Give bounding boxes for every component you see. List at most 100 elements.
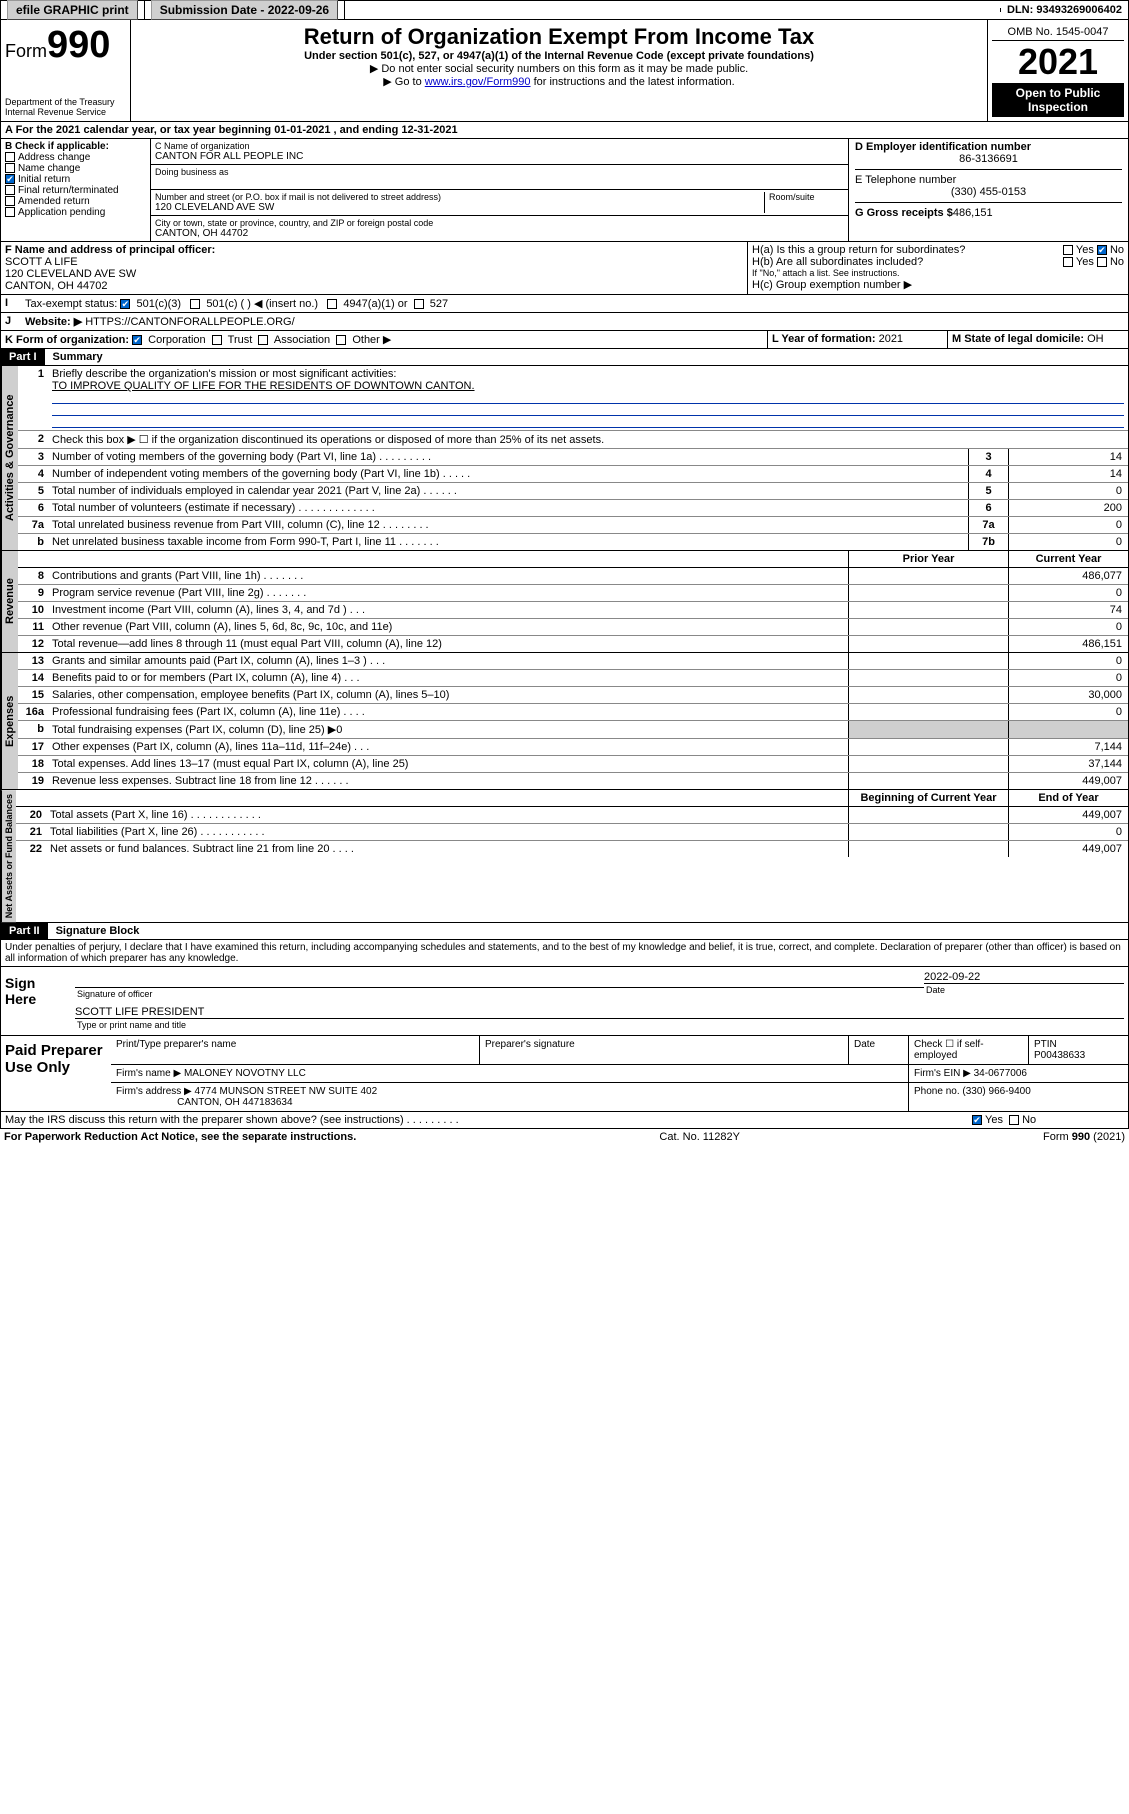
type-label: Type or print name and title bbox=[75, 1018, 1124, 1031]
chk-501c[interactable] bbox=[190, 299, 200, 309]
website: HTTPS://CANTONFORALLPEOPLE.ORG/ bbox=[85, 316, 294, 328]
hb-label: H(b) Are all subordinates included? bbox=[752, 256, 923, 268]
chk-initial[interactable]: ✔ bbox=[5, 174, 15, 184]
summary-line: 9Program service revenue (Part VIII, lin… bbox=[18, 585, 1128, 602]
chk-app[interactable] bbox=[5, 207, 15, 217]
hc-label: H(c) Group exemption number ▶ bbox=[752, 278, 1124, 291]
footer: For Paperwork Reduction Act Notice, see … bbox=[0, 1129, 1129, 1145]
discuss-no[interactable] bbox=[1009, 1115, 1019, 1125]
row-j: J Website: ▶ HTTPS://CANTONFORALLPEOPLE.… bbox=[0, 313, 1129, 331]
hb-no[interactable] bbox=[1097, 257, 1107, 267]
row-klm: K Form of organization: ✔ Corporation Tr… bbox=[0, 331, 1129, 349]
org-address: 120 CLEVELAND AVE SW bbox=[155, 202, 764, 213]
summary-line: 21Total liabilities (Part X, line 26) . … bbox=[16, 824, 1128, 841]
firm-addr1: 4774 MUNSON STREET NW SUITE 402 bbox=[195, 1086, 378, 1097]
summary-line: 8Contributions and grants (Part VIII, li… bbox=[18, 568, 1128, 585]
declaration: Under penalties of perjury, I declare th… bbox=[0, 940, 1129, 967]
chk-527[interactable] bbox=[414, 299, 424, 309]
summary-line: 12Total revenue—add lines 8 through 11 (… bbox=[18, 636, 1128, 652]
paperwork-notice: For Paperwork Reduction Act Notice, see … bbox=[4, 1131, 356, 1143]
firm-ein: 34-0677006 bbox=[974, 1068, 1027, 1079]
addr-label: Number and street (or P.O. box if mail i… bbox=[155, 192, 764, 202]
chk-trust[interactable] bbox=[212, 335, 222, 345]
mission: TO IMPROVE QUALITY OF LIFE FOR THE RESID… bbox=[52, 380, 1124, 392]
firm-name: MALONEY NOVOTNY LLC bbox=[184, 1068, 306, 1079]
summary-line: 20Total assets (Part X, line 16) . . . .… bbox=[16, 807, 1128, 824]
ha-yes[interactable] bbox=[1063, 245, 1073, 255]
chk-4947[interactable] bbox=[327, 299, 337, 309]
telephone: (330) 455-0153 bbox=[855, 186, 1122, 198]
instructions-link[interactable]: www.irs.gov/Form990 bbox=[425, 76, 531, 88]
dba-label: Doing business as bbox=[155, 167, 844, 177]
summary-line: 13Grants and similar amounts paid (Part … bbox=[18, 653, 1128, 670]
subtitle-2: ▶ Do not enter social security numbers o… bbox=[139, 62, 979, 75]
summary-line: 6Total number of volunteers (estimate if… bbox=[18, 500, 1128, 517]
form-number: 990 bbox=[47, 24, 110, 66]
sig-date: 2022-09-22 bbox=[924, 971, 1124, 983]
discuss-row: May the IRS discuss this return with the… bbox=[0, 1112, 1129, 1129]
summary-line: 7aTotal unrelated business revenue from … bbox=[18, 517, 1128, 534]
summary-line: 3Number of voting members of the governi… bbox=[18, 449, 1128, 466]
efile-button[interactable]: efile GRAPHIC print bbox=[7, 0, 138, 20]
tab-expenses: Expenses bbox=[1, 653, 18, 789]
summary-line: 18Total expenses. Add lines 13–17 (must … bbox=[18, 756, 1128, 773]
date-label: Date bbox=[924, 983, 1124, 996]
dept: Department of the Treasury bbox=[5, 97, 126, 107]
chk-addr[interactable] bbox=[5, 152, 15, 162]
hb-yes[interactable] bbox=[1063, 257, 1073, 267]
sign-here-block: Sign Here Signature of officer 2022-09-2… bbox=[0, 967, 1129, 1036]
irs: Internal Revenue Service bbox=[5, 107, 126, 117]
chk-final[interactable] bbox=[5, 185, 15, 195]
activities-block: Activities & Governance 1 Briefly descri… bbox=[0, 366, 1129, 551]
chk-other[interactable] bbox=[336, 335, 346, 345]
org-name-label: C Name of organization bbox=[155, 141, 844, 151]
ha-no[interactable]: ✔ bbox=[1097, 245, 1107, 255]
summary-line: 11Other revenue (Part VIII, column (A), … bbox=[18, 619, 1128, 636]
summary-line: bNet unrelated business taxable income f… bbox=[18, 534, 1128, 550]
subtitle-1: Under section 501(c), 527, or 4947(a)(1)… bbox=[139, 50, 979, 62]
summary-line: 15Salaries, other compensation, employee… bbox=[18, 687, 1128, 704]
summary-line: 5Total number of individuals employed in… bbox=[18, 483, 1128, 500]
chk-corp[interactable]: ✔ bbox=[132, 335, 142, 345]
hb-note: If "No," attach a list. See instructions… bbox=[752, 268, 1124, 278]
topbar: efile GRAPHIC print Submission Date - 20… bbox=[0, 0, 1129, 20]
summary-line: 14Benefits paid to or for members (Part … bbox=[18, 670, 1128, 687]
chk-501c3[interactable]: ✔ bbox=[120, 299, 130, 309]
officer-name: SCOTT A LIFE bbox=[5, 256, 743, 268]
row-i: I Tax-exempt status: ✔ 501(c)(3) 501(c) … bbox=[0, 295, 1129, 313]
form-header: Form990 Department of the Treasury Inter… bbox=[0, 20, 1129, 122]
domicile: OH bbox=[1087, 333, 1104, 345]
discuss-yes[interactable]: ✔ bbox=[972, 1115, 982, 1125]
sig-officer-label: Signature of officer bbox=[75, 987, 924, 1000]
paid-preparer-block: Paid Preparer Use Only Print/Type prepar… bbox=[0, 1036, 1129, 1112]
chk-amended[interactable] bbox=[5, 196, 15, 206]
tel-label: E Telephone number bbox=[855, 174, 1122, 186]
gross-label: G Gross receipts $ bbox=[855, 207, 953, 219]
dln: DLN: 93493269006402 bbox=[1001, 2, 1128, 18]
chk-name[interactable] bbox=[5, 163, 15, 173]
gross-receipts: 486,151 bbox=[953, 207, 993, 219]
room-label: Room/suite bbox=[764, 192, 844, 213]
col-b-hdr: B Check if applicable: bbox=[5, 141, 146, 152]
submission-date: Submission Date - 2022-09-26 bbox=[151, 0, 338, 20]
summary-line: 10Investment income (Part VIII, column (… bbox=[18, 602, 1128, 619]
summary-line: 4Number of independent voting members of… bbox=[18, 466, 1128, 483]
revenue-block: Revenue Prior YearCurrent Year 8Contribu… bbox=[0, 551, 1129, 653]
form-ref: Form 990 (2021) bbox=[1043, 1131, 1125, 1143]
part1-header: Part I Summary bbox=[0, 349, 1129, 366]
tab-net: Net Assets or Fund Balances bbox=[1, 790, 16, 922]
org-name: CANTON FOR ALL PEOPLE INC bbox=[155, 151, 844, 162]
chk-assoc[interactable] bbox=[258, 335, 268, 345]
officer-name-title: SCOTT LIFE PRESIDENT bbox=[75, 1006, 1124, 1018]
cat-no: Cat. No. 11282Y bbox=[659, 1131, 740, 1143]
netassets-block: Net Assets or Fund Balances Beginning of… bbox=[0, 790, 1129, 923]
ein-label: D Employer identification number bbox=[855, 141, 1122, 153]
summary-line: bTotal fundraising expenses (Part IX, co… bbox=[18, 721, 1128, 739]
q1: Briefly describe the organization's miss… bbox=[52, 368, 1124, 380]
org-city: CANTON, OH 44702 bbox=[155, 228, 844, 239]
officer-addr2: CANTON, OH 44702 bbox=[5, 280, 743, 292]
ein: 86-3136691 bbox=[855, 153, 1122, 165]
ptin: P00438633 bbox=[1034, 1050, 1085, 1061]
row-f-h: F Name and address of principal officer:… bbox=[0, 242, 1129, 295]
tax-status-label: Tax-exempt status: bbox=[25, 298, 117, 310]
